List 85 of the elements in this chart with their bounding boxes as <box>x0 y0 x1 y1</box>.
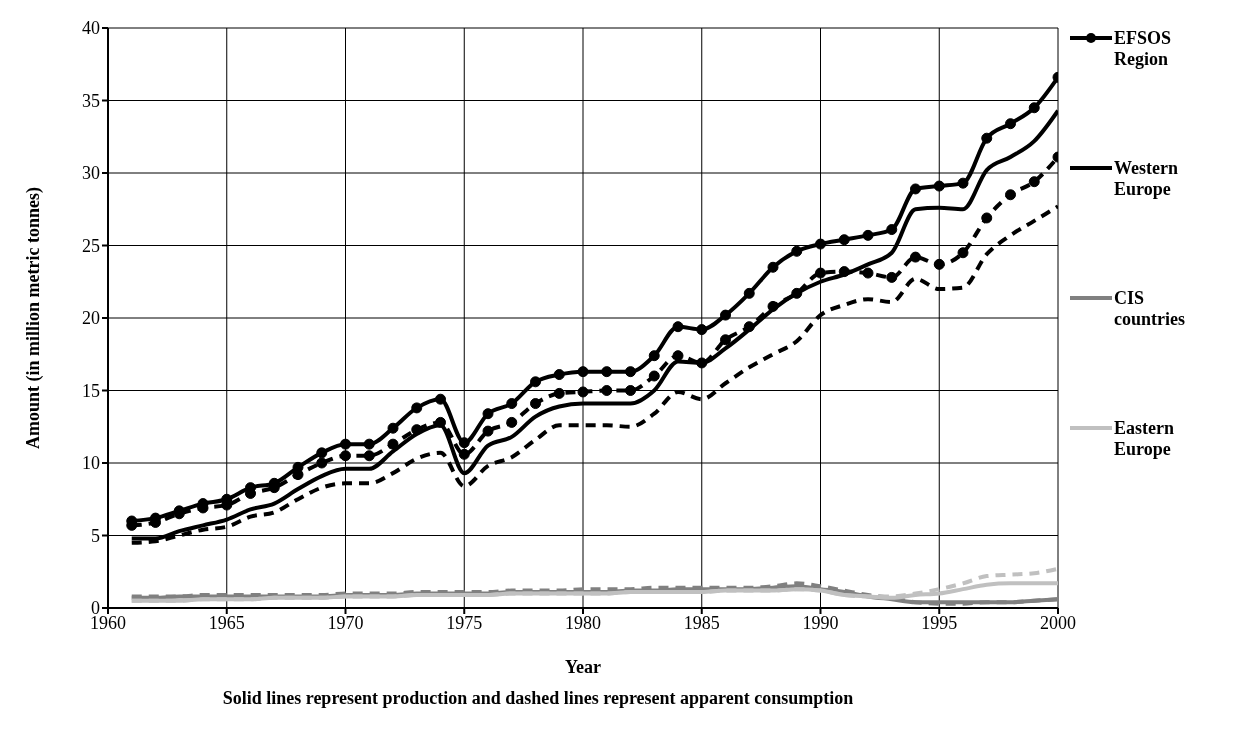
point <box>720 309 731 321</box>
point <box>363 450 375 462</box>
point <box>791 245 803 257</box>
point <box>910 251 921 263</box>
x-tick-label: 1970 <box>327 612 364 633</box>
x-axis-title: Year <box>565 657 601 677</box>
point <box>340 438 351 450</box>
point <box>577 386 589 398</box>
point <box>530 376 541 388</box>
point <box>553 369 565 381</box>
y-tick-label: 5 <box>91 525 100 546</box>
point <box>387 438 399 450</box>
point <box>1028 176 1040 188</box>
y-tick-label: 20 <box>82 308 100 329</box>
legend-label: EFSOS Region <box>1114 28 1173 70</box>
legend-label: CIS countries <box>1114 288 1186 330</box>
point <box>435 416 446 428</box>
point <box>815 238 826 250</box>
point <box>648 350 660 362</box>
point <box>387 422 399 434</box>
point <box>1005 118 1016 130</box>
point <box>1005 189 1016 201</box>
point <box>411 402 423 414</box>
x-tick-label: 1985 <box>683 612 720 633</box>
legend-label: Eastern Europe <box>1114 418 1175 460</box>
y-tick-label: 40 <box>82 18 100 39</box>
point <box>743 287 755 299</box>
point <box>767 261 779 273</box>
point <box>625 385 636 396</box>
point <box>316 447 328 459</box>
point <box>316 457 328 469</box>
y-tick-label: 15 <box>82 380 100 401</box>
point <box>862 229 874 241</box>
text: Solid lines represent production and dashed lines represent apparent consumption <box>221 688 855 709</box>
point <box>886 224 898 236</box>
point <box>957 247 969 259</box>
point <box>553 387 565 399</box>
point <box>720 334 731 346</box>
point <box>767 300 779 312</box>
point <box>743 321 755 333</box>
point <box>886 271 898 283</box>
y-tick-label: 30 <box>82 163 100 184</box>
legend-label: Western Europe <box>1114 158 1179 200</box>
point <box>838 266 850 278</box>
point <box>458 448 470 460</box>
point <box>506 416 518 428</box>
x-tick-label: 1990 <box>802 612 839 633</box>
x-tick-label: 1995 <box>921 612 958 633</box>
point <box>601 385 613 396</box>
point <box>1028 102 1040 114</box>
point <box>648 370 660 382</box>
x-tick-label: 1965 <box>208 612 245 633</box>
point <box>957 177 969 189</box>
point <box>933 180 945 192</box>
point <box>625 366 636 378</box>
x-tick-label: 1975 <box>446 612 483 633</box>
point <box>933 258 945 270</box>
y-axis-title: Amount (in million metric tonnes) <box>23 187 45 449</box>
point <box>791 287 803 299</box>
point <box>482 425 494 437</box>
point <box>862 267 874 279</box>
x-tick-label: 1980 <box>565 612 601 633</box>
point <box>506 398 518 410</box>
point <box>696 324 708 336</box>
point <box>340 450 351 462</box>
point <box>577 366 589 378</box>
point <box>363 438 375 450</box>
point <box>910 183 921 195</box>
point <box>601 366 613 378</box>
x-tick-label: 2000 <box>1040 612 1076 633</box>
point <box>838 234 850 246</box>
point <box>696 357 708 369</box>
point <box>435 393 446 405</box>
y-tick-label: 35 <box>82 90 100 111</box>
point <box>672 321 684 333</box>
point <box>815 267 826 279</box>
y-tick-label: 10 <box>82 453 100 474</box>
point <box>411 424 423 436</box>
point <box>981 132 993 144</box>
point <box>981 212 993 224</box>
y-tick-label: 25 <box>82 235 100 256</box>
point <box>530 398 541 410</box>
point <box>458 437 470 449</box>
point <box>672 350 684 362</box>
point <box>482 408 494 420</box>
